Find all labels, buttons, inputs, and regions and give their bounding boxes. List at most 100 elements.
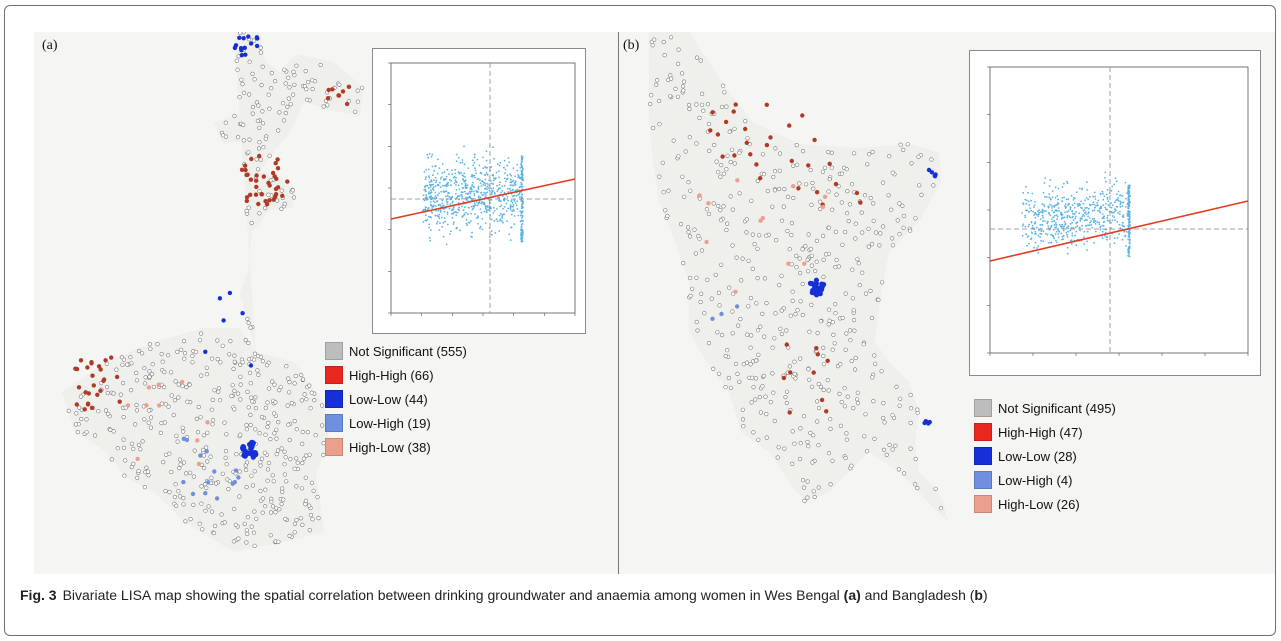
- cluster-point: [156, 382, 161, 387]
- map-point: [293, 373, 298, 379]
- map-point: [790, 289, 795, 294]
- scatter-point: [459, 161, 462, 164]
- cluster-point: [926, 421, 931, 426]
- map-point: [679, 71, 685, 76]
- map-point: [150, 362, 155, 367]
- scatter-point: [1058, 223, 1061, 226]
- scatter-point: [489, 180, 492, 182]
- scatter-point: [455, 192, 457, 195]
- scatter-point: [471, 173, 473, 176]
- map-point: [232, 359, 237, 365]
- scatter-point: [509, 184, 512, 187]
- map-point: [205, 459, 210, 464]
- scatter-point: [1053, 237, 1055, 240]
- scatter-point: [1106, 217, 1109, 219]
- map-point: [880, 280, 885, 285]
- scatter-point: [1051, 220, 1053, 223]
- cluster-point: [720, 154, 725, 159]
- map-point: [231, 366, 236, 372]
- scatter-point: [484, 184, 487, 187]
- map-point: [824, 252, 829, 257]
- map-point: [234, 58, 239, 63]
- map-point: [680, 174, 685, 179]
- scatter-point: [1065, 198, 1068, 201]
- scatter-point: [1027, 200, 1030, 203]
- map-point: [657, 122, 662, 127]
- map-point: [353, 109, 358, 114]
- scatter-point: [464, 180, 466, 183]
- map-point: [876, 297, 881, 303]
- scatter-point: [1061, 200, 1064, 203]
- map-point: [258, 45, 263, 50]
- scatter-point: [1040, 239, 1042, 242]
- scatter-point: [431, 207, 433, 209]
- map-point: [283, 81, 288, 86]
- scatter-point: [1049, 203, 1051, 206]
- map-point: [115, 446, 120, 451]
- scatter-point: [1091, 218, 1094, 220]
- scatter-point: [503, 159, 506, 162]
- map-point: [801, 485, 807, 490]
- map-point: [728, 385, 733, 390]
- map-point: [177, 457, 183, 462]
- scatter-point: [491, 191, 493, 194]
- scatter-point: [509, 239, 512, 242]
- cluster-point: [248, 192, 253, 197]
- scatter-point: [1071, 204, 1074, 207]
- map-point: [283, 455, 288, 460]
- map-point: [789, 221, 794, 226]
- scatter-point: [1060, 214, 1063, 217]
- scatter-point: [503, 177, 506, 180]
- scatter-point: [445, 175, 448, 178]
- scatter-point: [1051, 207, 1053, 209]
- scatter-point: [507, 207, 509, 210]
- map-point: [727, 285, 732, 290]
- scatter-point: [493, 177, 495, 180]
- map-point: [901, 213, 907, 219]
- map-point: [309, 390, 314, 395]
- map-point: [315, 495, 320, 500]
- scatter-point: [1105, 193, 1108, 196]
- cluster-point: [89, 361, 94, 366]
- cluster-point: [719, 311, 724, 317]
- scatter-point: [1128, 235, 1131, 238]
- map-point: [142, 485, 147, 490]
- cluster-point: [227, 290, 233, 296]
- map-point: [849, 358, 854, 364]
- map-point: [814, 259, 819, 264]
- scatter-point: [471, 159, 474, 162]
- map-point: [216, 389, 221, 394]
- scatter-point: [504, 168, 507, 171]
- scatter-point: [497, 188, 500, 191]
- map-point: [794, 265, 799, 270]
- scatter-point: [522, 200, 524, 203]
- scatter-point: [1083, 243, 1086, 245]
- scatter-point: [1128, 192, 1130, 195]
- map-point: [148, 346, 153, 351]
- map-point: [764, 233, 769, 238]
- map-point: [151, 384, 156, 390]
- scatter-point: [425, 169, 428, 171]
- map-point: [657, 174, 662, 179]
- scatter-point: [1022, 191, 1025, 194]
- scatter-point: [461, 174, 464, 177]
- scatter-point: [1034, 221, 1037, 223]
- map-point: [829, 165, 834, 170]
- map-point: [267, 106, 272, 111]
- cluster-point: [90, 373, 95, 378]
- map-point: [223, 455, 228, 460]
- cluster-point: [241, 452, 248, 459]
- map-point: [853, 367, 858, 372]
- map-point: [220, 471, 225, 476]
- scatter-point: [428, 177, 431, 179]
- scatter-point: [451, 169, 453, 172]
- scatter-point: [473, 194, 476, 197]
- scatter-point: [426, 218, 429, 221]
- map-point: [92, 433, 98, 438]
- map-point: [793, 312, 798, 317]
- scatter-point: [1075, 230, 1078, 233]
- scatter-point: [432, 174, 434, 177]
- map-point: [687, 234, 693, 239]
- scatter-point: [1066, 235, 1069, 238]
- map-point: [191, 474, 196, 479]
